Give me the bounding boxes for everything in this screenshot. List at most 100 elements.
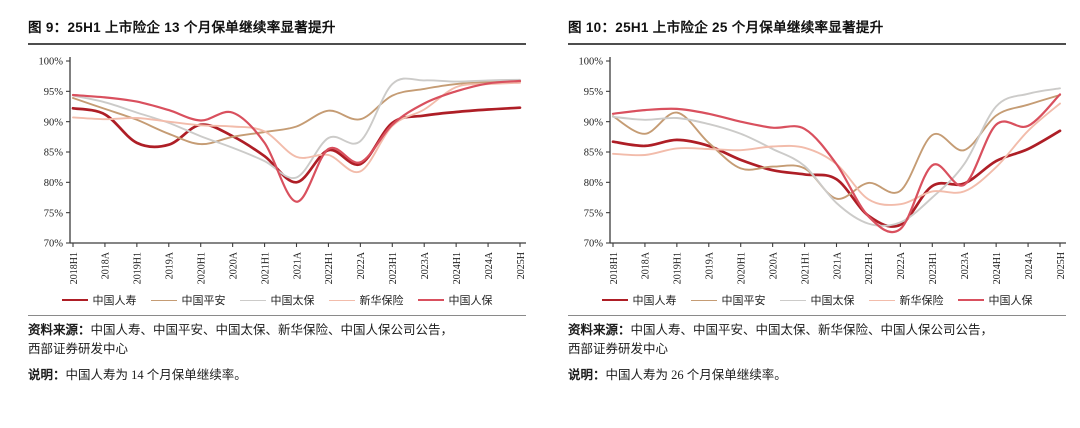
- title-divider: [28, 43, 526, 45]
- y-tick-label: 85%: [44, 148, 64, 159]
- legend-label: 新华保险: [899, 295, 944, 307]
- x-tick-label: 2020H1: [737, 252, 748, 284]
- x-tick-label: 2020H1: [197, 252, 208, 284]
- source-divider: [28, 315, 526, 316]
- legend-label: 中国平安: [721, 295, 766, 307]
- legend-item-1: 中国平安: [150, 292, 226, 308]
- legend-label: 中国太保: [810, 295, 855, 307]
- y-tick-label: 70%: [44, 239, 64, 250]
- y-tick-label: 85%: [584, 148, 604, 159]
- legend-label: 中国人寿: [92, 295, 137, 307]
- series-line-0: [611, 129, 1062, 228]
- y-tick-label: 80%: [584, 178, 604, 189]
- figure-panel-13-month: 图 9：25H1 上市险企 13 个月保单继续率显著提升 100% 95% 90% 8…: [28, 20, 526, 385]
- y-tick-label: 100%: [39, 57, 64, 68]
- x-tick-label: 2022A: [356, 251, 367, 279]
- source-label: 资料来源：: [568, 323, 631, 337]
- x-tick-label: 2018A: [641, 251, 652, 279]
- x-tick-label: 2024A: [484, 251, 495, 279]
- y-tick-label: 95%: [44, 87, 64, 98]
- y-tick-label: 75%: [584, 208, 604, 219]
- legend-swatch-icon: [868, 299, 895, 301]
- source-label: 资料来源：: [28, 323, 91, 337]
- legend-item-3: 新华保险: [328, 292, 404, 308]
- x-tick-label: 2022H1: [324, 252, 335, 284]
- legend-swatch-icon: [61, 299, 88, 301]
- legend-item-4: 中国人保: [957, 292, 1033, 308]
- source-line1: 中国人寿、中国平安、中国太保、新华保险、中国人保公司公告，: [90, 323, 454, 337]
- legend-item-4: 中国人保: [417, 292, 493, 308]
- legend-label: 中国人寿: [632, 295, 677, 307]
- series-line-2: [612, 87, 1061, 227]
- x-tick-label: 2020A: [768, 251, 779, 279]
- series-line-2: [72, 77, 521, 180]
- x-tick-label: 2025H: [1056, 252, 1066, 279]
- source-line2: 西部证券研发中心: [28, 342, 129, 357]
- x-tick-label: 2024H1: [992, 252, 1003, 284]
- chart-legend: 中国人寿 中国平安 中国太保 新华保险 中国人保: [568, 291, 1066, 309]
- x-tick-label: 2024H1: [452, 252, 463, 284]
- note-body: 中国人寿为 26 个月保单继续率。: [605, 367, 787, 382]
- source-divider: [568, 315, 1066, 316]
- x-tick-label: 2019A: [165, 251, 176, 279]
- series-line-3: [72, 81, 521, 174]
- legend-item-0: 中国人寿: [601, 292, 677, 308]
- x-tick-label: 2021H1: [260, 252, 271, 284]
- x-tick-label: 2021H1: [800, 252, 811, 284]
- y-tick-label: 90%: [584, 117, 604, 128]
- y-tick-label: 90%: [44, 117, 64, 128]
- legend-swatch-icon: [417, 299, 444, 301]
- source-line2: 西部证券研发中心: [568, 342, 669, 357]
- y-tick-label: 75%: [44, 208, 64, 219]
- x-tick-label: 2020A: [228, 251, 239, 279]
- line-chart-25-month: 100% 95% 90% 85% 80% 75% 70% 2018H1 2018A 2019H1 2…: [579, 57, 1066, 284]
- figure-9-title: 图 9：25H1 上市险企 13 个月保单继续率显著提升: [28, 20, 336, 35]
- x-tick-label: 2018A: [101, 251, 112, 279]
- legend-swatch-icon: [957, 299, 984, 301]
- legend-swatch-icon: [328, 299, 355, 301]
- title-divider: [568, 43, 1066, 45]
- series-line-4: [611, 93, 1062, 234]
- x-tick-label: 2019A: [705, 251, 716, 279]
- x-tick-label: 2018H1: [609, 252, 620, 284]
- x-tick-label: 2023A: [960, 251, 971, 279]
- y-tick-label: 80%: [44, 178, 64, 189]
- x-tick-label: 2023H1: [388, 252, 399, 284]
- x-tick-label: 2022A: [896, 251, 907, 279]
- legend-swatch-icon: [601, 299, 628, 301]
- x-tick-label: 2023A: [420, 251, 431, 279]
- legend-item-2: 中国太保: [779, 292, 855, 308]
- legend-swatch-icon: [150, 299, 177, 301]
- x-tick-label: 2018H1: [69, 252, 80, 284]
- legend-label: 中国太保: [270, 295, 315, 307]
- note-text: 说明：中国人寿为 26 个月保单继续率。: [568, 366, 1066, 385]
- legend-item-0: 中国人寿: [61, 292, 137, 308]
- source-text: 资料来源：中国人寿、中国平安、中国太保、新华保险、中国人保公司公告， 西部证券研…: [568, 321, 1066, 360]
- source-text: 资料来源：中国人寿、中国平安、中国太保、新华保险、中国人保公司公告， 西部证券研…: [28, 321, 526, 360]
- source-line1: 中国人寿、中国平安、中国太保、新华保险、中国人保公司公告，: [630, 323, 994, 337]
- legend-swatch-icon: [779, 299, 806, 301]
- legend-swatch-icon: [690, 299, 717, 301]
- x-tick-label: 2024A: [1024, 251, 1035, 279]
- note-label: 说明：: [28, 367, 66, 382]
- x-tick-label: 2022H1: [864, 252, 875, 284]
- x-tick-label: 2021A: [292, 251, 303, 279]
- legend-item-2: 中国太保: [239, 292, 315, 308]
- note-label: 说明：: [568, 367, 606, 382]
- y-tick-label: 100%: [579, 57, 604, 68]
- legend-label: 中国平安: [181, 295, 226, 307]
- figure-10-title: 图 10：25H1 上市险企 25 个月保单继续率显著提升: [568, 20, 884, 35]
- x-tick-label: 2019H1: [133, 252, 144, 284]
- x-tick-label: 2019H1: [673, 252, 684, 284]
- series-line-1: [72, 80, 521, 146]
- line-chart-13-month: 100% 95% 90% 85% 80% 75% 70% 2018H1 2018A 2019H1 2…: [39, 57, 526, 284]
- legend-swatch-icon: [239, 299, 266, 301]
- figure-panel-25-month: 图 10：25H1 上市险企 25 个月保单继续率显著提升 100% 95% 90%…: [540, 0, 1080, 428]
- y-tick-label: 95%: [584, 87, 604, 98]
- x-tick-label: 2025H: [516, 252, 526, 279]
- y-tick-label: 70%: [584, 239, 604, 250]
- note-text: 说明：中国人寿为 14 个月保单继续率。: [28, 366, 526, 385]
- note-body: 中国人寿为 14 个月保单继续率。: [65, 367, 247, 382]
- legend-label: 新华保险: [359, 295, 404, 307]
